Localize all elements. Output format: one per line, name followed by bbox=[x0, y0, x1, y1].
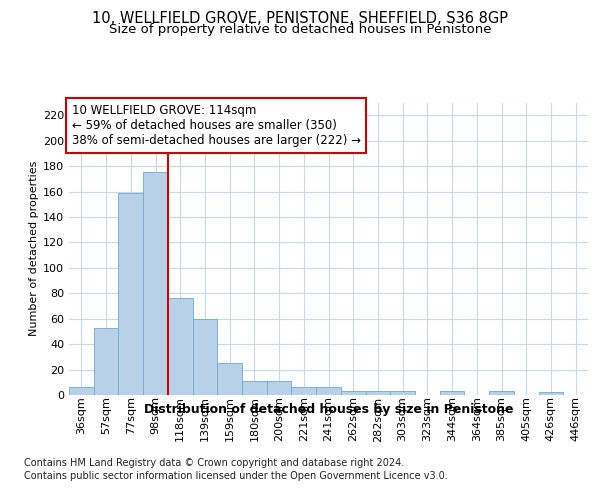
Bar bbox=[316, 388, 341, 395]
Bar bbox=[292, 388, 316, 395]
Bar bbox=[365, 391, 390, 395]
Text: Distribution of detached houses by size in Penistone: Distribution of detached houses by size … bbox=[144, 402, 514, 415]
Bar bbox=[118, 193, 143, 395]
Text: 10, WELLFIELD GROVE, PENISTONE, SHEFFIELD, S36 8GP: 10, WELLFIELD GROVE, PENISTONE, SHEFFIEL… bbox=[92, 11, 508, 26]
Bar bbox=[489, 391, 514, 395]
Text: Contains public sector information licensed under the Open Government Licence v3: Contains public sector information licen… bbox=[24, 471, 448, 481]
Bar bbox=[193, 318, 217, 395]
Bar bbox=[143, 172, 168, 395]
Text: 10 WELLFIELD GROVE: 114sqm
← 59% of detached houses are smaller (350)
38% of sem: 10 WELLFIELD GROVE: 114sqm ← 59% of deta… bbox=[71, 104, 361, 147]
Text: Contains HM Land Registry data © Crown copyright and database right 2024.: Contains HM Land Registry data © Crown c… bbox=[24, 458, 404, 468]
Bar bbox=[440, 391, 464, 395]
Bar bbox=[539, 392, 563, 395]
Bar bbox=[217, 363, 242, 395]
Bar bbox=[242, 381, 267, 395]
Bar bbox=[168, 298, 193, 395]
Bar bbox=[94, 328, 118, 395]
Text: Size of property relative to detached houses in Penistone: Size of property relative to detached ho… bbox=[109, 22, 491, 36]
Bar bbox=[69, 388, 94, 395]
Y-axis label: Number of detached properties: Number of detached properties bbox=[29, 161, 39, 336]
Bar bbox=[267, 381, 292, 395]
Bar bbox=[390, 391, 415, 395]
Bar bbox=[341, 391, 365, 395]
